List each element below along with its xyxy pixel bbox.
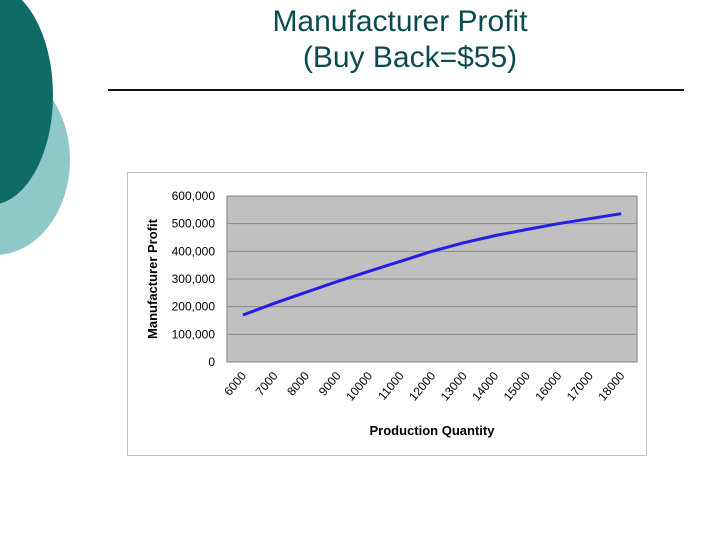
y-axis-label: Manufacturer Profit <box>145 218 160 339</box>
x-axis-label: Production Quantity <box>370 423 496 438</box>
series-line <box>242 212 622 317</box>
title-divider <box>108 89 684 91</box>
y-tick-label: 500,000 <box>172 217 216 231</box>
y-tick-label: 0 <box>208 355 215 369</box>
y-tick-label: 600,000 <box>172 189 216 203</box>
line-chart: 0 100,000 200,000 300,000 400,000 500,000 600,… <box>127 172 647 456</box>
y-axis-ticks: 0 100,000 200,000 300,000 400,000 500,000 600,… <box>172 189 216 369</box>
title-line-2: (Buy Back=$55) <box>302 41 518 74</box>
y-tick-label: 400,000 <box>172 244 216 258</box>
decorative-circles <box>0 0 70 255</box>
y-tick-label: 300,000 <box>172 272 216 286</box>
y-tick-label: 200,000 <box>172 300 216 314</box>
y-tick-label: 100,000 <box>172 327 216 341</box>
slide-title: Manufacturer Profit (Buy Back=$55) <box>200 4 600 76</box>
deco-dark-circle <box>0 0 53 204</box>
title-line-1: Manufacturer Profit <box>272 5 528 38</box>
